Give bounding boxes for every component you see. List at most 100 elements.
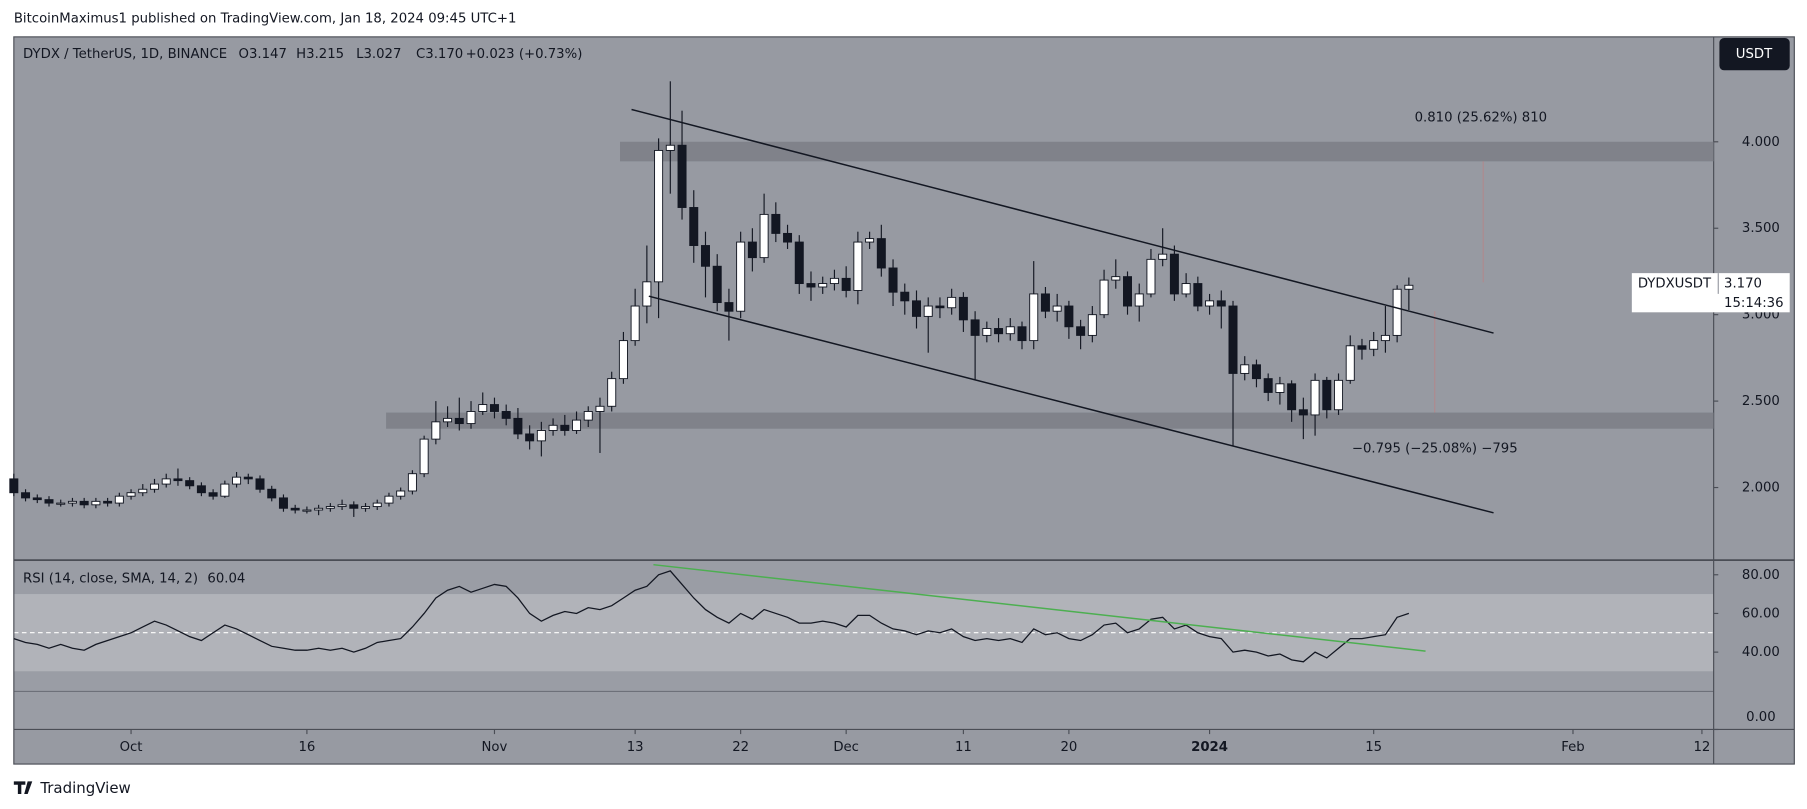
candle-body — [806, 283, 816, 288]
candle-body — [1357, 345, 1367, 350]
candle-body — [1181, 283, 1191, 295]
y-tick-label: 4.000 — [1742, 135, 1780, 150]
candle-body — [9, 478, 19, 494]
candle-body — [196, 485, 206, 494]
x-tick-label: 2024 — [1191, 740, 1228, 755]
candle-body — [1404, 284, 1414, 290]
candle-body — [1005, 326, 1015, 335]
candle-body — [443, 417, 453, 423]
candle-body — [173, 478, 183, 482]
candle-body — [829, 277, 839, 285]
candle-body — [220, 483, 230, 497]
candle-body — [489, 404, 499, 412]
candle-body — [1099, 279, 1109, 316]
candle-body — [630, 305, 640, 342]
candle-body — [794, 241, 804, 285]
candle-body — [431, 421, 441, 440]
published-note: BitcoinMaximus1 published on TradingView… — [14, 11, 517, 26]
currency-button[interactable] — [1719, 38, 1790, 71]
candle-body — [32, 497, 42, 501]
candle-body — [1334, 379, 1344, 411]
candle-body — [1123, 276, 1133, 307]
x-tick-label: Dec — [833, 740, 859, 755]
candle-body — [982, 328, 992, 336]
x-tick-label: 11 — [955, 740, 972, 755]
candle-body — [923, 305, 933, 317]
y-tick-label: 60.00 — [1742, 606, 1780, 621]
candle-body — [853, 241, 863, 291]
candle-body — [161, 478, 171, 485]
candle-body — [1216, 300, 1226, 307]
candle-body — [618, 340, 628, 380]
candle-body — [267, 488, 277, 499]
y-tick-label: 3.500 — [1742, 221, 1780, 236]
candle-body — [841, 277, 851, 291]
legend-value: O3.147 — [239, 47, 287, 62]
candle-body — [1158, 253, 1168, 260]
rsi-legend-value: 60.04 — [207, 572, 245, 587]
candle-body — [607, 378, 617, 407]
candle-body — [665, 144, 675, 151]
candle-body — [876, 238, 886, 269]
currency-button-label[interactable]: USDT — [1736, 47, 1773, 62]
candle-body — [536, 430, 546, 442]
candle-body — [548, 424, 558, 431]
price-label-countdown: 15:14:36 — [1724, 296, 1784, 311]
candle-body — [572, 419, 582, 431]
candle-body — [1251, 364, 1261, 380]
candle-body — [103, 500, 113, 504]
candle-body — [689, 207, 699, 246]
candle-body — [583, 411, 593, 421]
candle-body — [1322, 379, 1332, 411]
candle-body — [1392, 288, 1402, 336]
candle-body — [747, 241, 757, 259]
x-tick-label: 16 — [298, 740, 315, 755]
legend-symbol: DYDX / TetherUS, 1D, BINANCE — [23, 47, 227, 62]
candle-body — [232, 476, 242, 485]
candle-body — [21, 492, 31, 499]
x-tick-label: 13 — [627, 740, 644, 755]
candle-body — [1275, 383, 1285, 393]
candle-body — [1287, 383, 1297, 411]
y-tick-label: 2.000 — [1742, 481, 1780, 496]
x-tick-label: 15 — [1365, 740, 1382, 755]
candle-body — [1205, 300, 1215, 307]
candle-body — [419, 438, 429, 475]
rsi-line — [13, 570, 1410, 663]
channel-upper — [631, 108, 1494, 334]
candle-body — [935, 305, 945, 309]
y-tick-label: 80.00 — [1742, 568, 1780, 583]
candle-body — [736, 241, 746, 312]
candle-body — [185, 480, 195, 487]
candle-body — [1193, 283, 1203, 307]
candle-body — [126, 492, 136, 497]
candle-body — [912, 300, 921, 317]
rsi-trendline — [653, 563, 1426, 652]
candle-body — [454, 417, 464, 425]
y-tick-label: 40.00 — [1742, 645, 1780, 660]
y-tick-label: 0.00 — [1746, 710, 1776, 725]
candle-body — [513, 417, 523, 435]
candle-body — [396, 490, 406, 497]
candle-body — [1040, 293, 1050, 312]
candle-body — [1228, 305, 1238, 374]
candle-body — [1064, 305, 1074, 328]
candle-body — [243, 476, 253, 480]
candle-body — [677, 144, 687, 208]
candle-body — [700, 245, 710, 267]
x-tick-label: Feb — [1561, 740, 1584, 755]
candle-body — [501, 411, 511, 419]
candle-body — [994, 328, 1004, 335]
candle-body — [712, 265, 722, 304]
candle-body — [384, 495, 394, 504]
candle-body — [1169, 253, 1179, 295]
candle-body — [407, 473, 417, 492]
candle-body — [958, 296, 968, 321]
candle-body — [372, 502, 382, 508]
candle-body — [44, 499, 54, 504]
logo-icon — [13, 781, 33, 795]
measure-label: 0.810 (25.62%) 810 — [1415, 111, 1548, 126]
legend-value: C3.170 — [416, 47, 463, 62]
candle-body — [1134, 293, 1144, 307]
